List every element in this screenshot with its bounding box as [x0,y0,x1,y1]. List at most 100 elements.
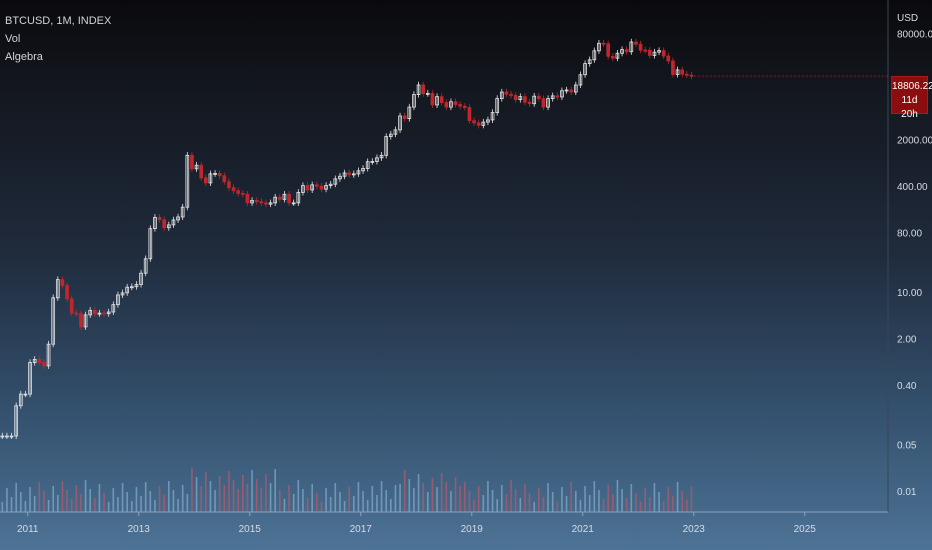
volume-bar [144,482,147,512]
candle [5,432,9,440]
volume-bar [112,488,115,512]
candle [32,356,37,366]
candle-body [490,112,495,121]
candle-body [555,95,560,98]
x-tick-label: 2019 [461,524,484,535]
candle [23,390,28,398]
volume-bar [413,488,415,512]
candle-body [259,201,264,204]
candle [597,39,601,54]
volume-bar [20,492,22,512]
candle-body [439,96,444,103]
volume-bar [487,481,489,512]
candle [495,95,500,116]
volume-bar [436,487,438,512]
candle-body [509,93,513,96]
y-tick-label: 10.00 [897,288,922,299]
volume-bar [107,502,110,512]
candle-body [116,294,120,306]
candle [194,161,199,172]
x-axis[interactable]: 2011 2013 2015 2017 2019 2021 2023 2025 [17,512,816,535]
volume-bar [228,471,230,512]
candle [680,66,685,78]
candle-body [430,93,435,106]
candle-body [388,133,393,137]
volume-bar [265,474,267,512]
candle [111,301,116,316]
candle-body [661,50,666,57]
candle [610,53,615,62]
volume-bar [334,483,337,512]
candle-body [310,184,315,191]
volume-bar [205,472,207,512]
volume-bar [681,491,683,512]
volume-bar [195,477,198,512]
x-tick-label: 2015 [239,524,262,535]
volume-bar [191,468,193,512]
volume-bar [575,491,577,512]
volume-bar [501,485,503,512]
candle-body [338,175,342,180]
candle [629,38,634,55]
volume-bar [653,483,656,512]
candle [342,169,347,180]
candle [638,40,643,54]
candle-layer [0,38,888,440]
candle [166,221,171,231]
candle-body [365,161,370,169]
y-axis[interactable]: 80000.00 2000.00 400.00 80.00 10.00 2.00 0.40 0… [897,29,932,498]
candle [0,432,5,440]
candle-body [273,196,278,204]
candle [102,309,106,317]
candle-body [194,164,199,170]
x-tick-label: 2011 [17,524,39,535]
candle [666,52,671,64]
candle [139,269,143,288]
candle [573,81,578,96]
candle [268,199,273,208]
volume-bar [547,483,549,512]
volume-bar [565,496,568,512]
bar-countdown: 11d 20h [901,95,918,120]
candle-body [92,309,97,315]
candle-body [620,49,624,54]
volume-bar [89,489,91,512]
candle [421,81,426,97]
candle [190,152,194,172]
volume-bar [417,474,420,512]
candle-body [425,93,430,95]
candle [240,190,245,198]
candle-body [523,96,527,103]
candle-body [60,279,65,286]
candle [134,281,139,290]
volume-bar [126,492,128,512]
volume-bar [667,487,670,512]
candle [592,47,597,63]
volume-layer [1,468,693,512]
volume-bar [635,493,637,512]
volume-bar [473,500,475,512]
volume-bar [353,496,355,512]
volume-bar [612,494,614,512]
volume-indicator-label[interactable]: Vol [5,33,21,45]
candle-body [143,258,148,274]
candle-body [51,297,56,345]
volume-bar [468,491,471,512]
volume-bar [181,485,184,512]
candle-body [398,115,402,131]
volume-bar [279,490,281,512]
volume-bar [380,481,383,512]
candle [65,282,69,302]
candle [402,112,407,122]
algebra-indicator-label[interactable]: Algebra [5,51,43,63]
candle-body [79,313,83,328]
volume-bar [47,500,50,512]
candle-body [55,279,60,299]
candle-body [199,164,204,179]
currency-label: USD [897,13,918,24]
candle-body [569,89,574,93]
candle-body [647,49,652,56]
candle-body [541,98,546,108]
volume-bar [200,486,202,512]
symbol-label[interactable]: BTCUSD, 1M, INDEX [5,15,112,27]
